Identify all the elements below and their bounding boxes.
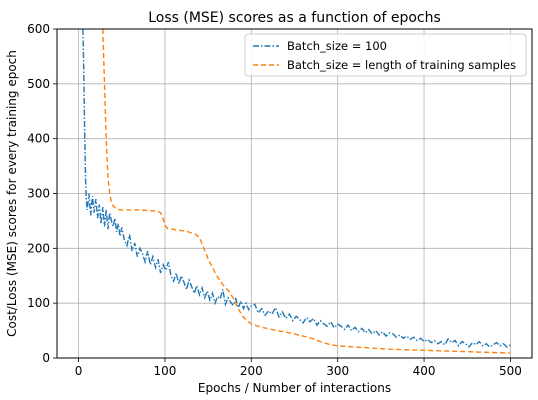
x-tick-label: 200 bbox=[240, 364, 263, 378]
series-line-1 bbox=[102, 29, 511, 354]
x-tick-label: 0 bbox=[75, 364, 83, 378]
y-axis-label: Cost/Loss (MSE) scores for every trainin… bbox=[5, 50, 19, 337]
x-tick-label: 100 bbox=[154, 364, 177, 378]
legend: Batch_size = 100 Batch_size = length of t… bbox=[244, 33, 527, 77]
y-tick-label: 600 bbox=[27, 22, 50, 36]
series-layer bbox=[82, 29, 511, 354]
series-line-0 bbox=[82, 29, 511, 349]
legend-box bbox=[244, 33, 527, 77]
grid bbox=[57, 28, 532, 359]
y-tick-label: 300 bbox=[27, 187, 50, 201]
chart-title: Loss (MSE) scores as a function of epoch… bbox=[148, 10, 441, 26]
legend-label: Batch_size = length of training samples bbox=[287, 58, 516, 72]
y-tick-label: 200 bbox=[27, 241, 50, 255]
x-axis-label: Epochs / Number of interactions bbox=[198, 381, 391, 395]
y-tick-label: 400 bbox=[27, 132, 50, 146]
legend-label: Batch_size = 100 bbox=[287, 39, 387, 53]
x-tick-label: 400 bbox=[413, 364, 436, 378]
ticks: 0 100 200 300 400 500 0 100 200 300 400 500 600 bbox=[27, 22, 522, 378]
x-tick-label: 500 bbox=[499, 364, 522, 378]
y-tick-label: 0 bbox=[42, 351, 50, 365]
y-tick-label: 100 bbox=[27, 296, 50, 310]
x-tick-label: 300 bbox=[326, 364, 349, 378]
y-tick-label: 500 bbox=[27, 77, 50, 91]
